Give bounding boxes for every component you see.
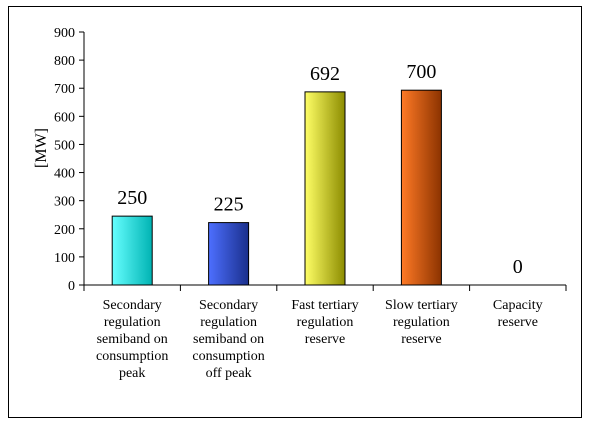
y-tick-label: 200 [54,223,75,238]
bar [111,215,153,286]
bars [111,89,442,286]
bar-value-label: 250 [117,187,147,209]
category-label: Slow tertiary regulation reserve [385,298,458,347]
chart-frame [8,6,582,418]
labels: 250 Secondary regulation semiband on consump… [96,61,543,381]
bar-value-label: 0 [513,256,523,278]
y-tick-label: 100 [54,251,75,266]
y-tick-label: 600 [54,110,75,125]
y-tick-label: 300 [54,195,75,210]
y-tick-label: 800 [54,54,75,69]
y-tick-label: 0 [68,279,75,294]
y-tick-label: 400 [54,167,75,182]
bar-value-label: 692 [310,63,340,85]
y-tick-label: 900 [54,26,75,41]
category-label: Secondary regulation semiband on consumptio… [96,298,168,381]
bar [400,89,442,286]
axes: 0 100 200 300 400 500 600 700 800 900 [MW] [33,26,567,294]
category-label: Secondary regulation semiband on consumptio… [192,298,264,381]
bar [304,91,346,286]
y-tick-label: 500 [54,138,75,153]
bar-value-label: 225 [214,194,244,216]
category-label: Fast tertiary regulation reserve [291,298,358,347]
bar [208,222,250,286]
category-label: Capacity reserve [493,298,543,330]
bar-value-label: 700 [406,61,436,83]
y-tick-label: 700 [54,82,75,97]
y-axis-title: [MW] [33,128,50,168]
